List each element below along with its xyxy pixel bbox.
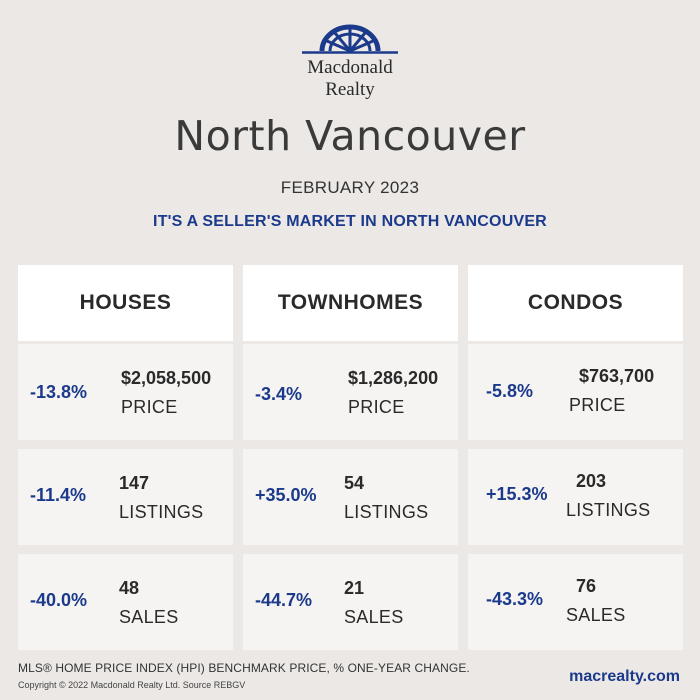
brand-name-line1: Macdonald: [307, 57, 393, 78]
hpi-footnote: MLS® HOME PRICE INDEX (HPI) BENCHMARK PR…: [18, 661, 470, 675]
sales-label: SALES: [344, 607, 404, 627]
houses-listings-card: -11.4% 147 LISTINGS: [18, 449, 233, 545]
brand-logo: Macdonald Realty: [0, 24, 700, 101]
sales-change: -44.7%: [255, 590, 313, 610]
listings-value: 203: [576, 471, 607, 491]
column-header-houses: HOUSES: [18, 265, 233, 341]
sales-change: -43.3%: [486, 589, 544, 609]
condos-listings-card: +15.3% 203 LISTINGS: [468, 449, 683, 545]
price-label: PRICE: [348, 397, 405, 417]
sales-value: 21: [344, 578, 365, 598]
column-header-condos: CONDOS: [468, 265, 683, 341]
listings-value: 147: [119, 473, 150, 493]
price-value: $1,286,200: [348, 368, 439, 388]
brand-name-line2: Realty: [325, 79, 375, 100]
condos-price-card: -5.8% $763,700 PRICE: [468, 344, 683, 440]
listings-change: +35.0%: [255, 485, 317, 505]
townhomes-price-card: -3.4% $1,286,200 PRICE: [243, 344, 458, 440]
copyright-text: Copyright © 2022 Macdonald Realty Ltd. S…: [18, 680, 246, 690]
condos-column: CONDOS -5.8% $763,700 PRICE +15.3% 203 L…: [468, 265, 683, 650]
brand-name: Macdonald Realty: [307, 57, 392, 101]
listings-value: 54: [344, 473, 365, 493]
listings-change: -11.4%: [30, 485, 87, 505]
price-change: -5.8%: [486, 381, 534, 401]
townhomes-listings-card: +35.0% 54 LISTINGS: [243, 449, 458, 545]
price-change: -13.8%: [30, 382, 88, 402]
houses-column: HOUSES -13.8% $2,058,500 PRICE -11.4% 14…: [18, 265, 233, 650]
listings-change: +15.3%: [486, 484, 548, 504]
sunburst-arch-logo-icon: [302, 24, 398, 54]
listings-label: LISTINGS: [119, 502, 204, 522]
sales-value: 48: [119, 578, 140, 598]
townhomes-column: TOWNHOMES -3.4% $1,286,200 PRICE +35.0% …: [243, 265, 458, 650]
market-tagline: IT'S A SELLER'S MARKET IN NORTH VANCOUVE…: [153, 213, 547, 230]
townhomes-sales-card: -44.7% 21 SALES: [243, 554, 458, 650]
sales-label: SALES: [119, 607, 179, 627]
price-label: PRICE: [121, 397, 178, 417]
page-title: North Vancouver: [174, 112, 526, 160]
listings-label: LISTINGS: [344, 502, 429, 522]
condos-sales-card: -43.3% 76 SALES: [468, 554, 683, 650]
price-change: -3.4%: [255, 384, 303, 404]
column-header-townhomes: TOWNHOMES: [243, 265, 458, 341]
sales-change: -40.0%: [30, 590, 88, 610]
sales-label: SALES: [566, 605, 626, 625]
listings-label: LISTINGS: [566, 500, 651, 520]
houses-price-card: -13.8% $2,058,500 PRICE: [18, 344, 233, 440]
price-value: $763,700: [579, 366, 655, 386]
price-value: $2,058,500: [121, 368, 212, 388]
price-label: PRICE: [569, 395, 626, 415]
houses-sales-card: -40.0% 48 SALES: [18, 554, 233, 650]
sales-value: 76: [576, 576, 597, 596]
website-link[interactable]: macrealty.com: [569, 668, 680, 685]
report-period: FEBRUARY 2023: [280, 178, 420, 197]
